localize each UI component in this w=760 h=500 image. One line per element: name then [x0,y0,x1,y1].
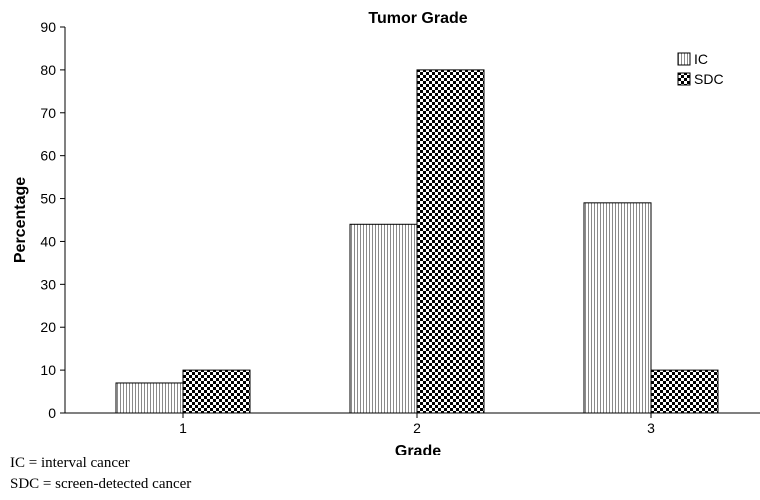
y-tick-label: 0 [48,405,56,421]
bar-ic-grade-1 [115,382,184,414]
y-axis-ticks: 0 10 20 30 40 50 60 70 80 90 [40,19,65,421]
x-axis-label: Grade [395,443,441,455]
bar-sdc-grade-1 [182,369,251,414]
footnote-ic: IC = interval cancer [10,455,130,471]
legend-swatch-ic [677,52,691,66]
chart-title: Tumor Grade [368,10,467,27]
legend-swatch-sdc [677,72,691,86]
bar-sdc-grade-3 [650,369,719,414]
x-tick-label: 2 [413,420,421,436]
y-tick-label: 40 [40,233,56,249]
x-tick-label: 1 [179,420,187,436]
y-tick-label: 60 [40,148,56,164]
legend-label-ic: IC [694,51,708,67]
y-tick-label: 30 [40,276,56,292]
y-tick-label: 50 [40,191,56,207]
y-tick-label: 70 [40,105,56,121]
y-tick-label: 20 [40,319,56,335]
bar-ic-grade-3 [583,202,652,414]
footnote-sdc: SDC = screen-detected cancer [10,476,192,492]
legend-label-sdc: SDC [694,71,724,87]
x-tick-label: 3 [647,420,655,436]
y-tick-label: 10 [40,362,56,378]
y-tick-label: 80 [40,62,56,78]
bars [115,69,719,414]
legend: IC SDC [677,51,724,87]
x-axis-categories: 1 2 3 [179,413,655,436]
bar-ic-grade-2 [349,223,418,414]
bar-chart: Tumor Grade Percentage Grade 0 10 20 30 40 50… [12,10,760,455]
bar-sdc-grade-2 [416,69,485,414]
y-tick-label: 90 [40,19,56,35]
y-axis-label: Percentage [12,177,29,263]
